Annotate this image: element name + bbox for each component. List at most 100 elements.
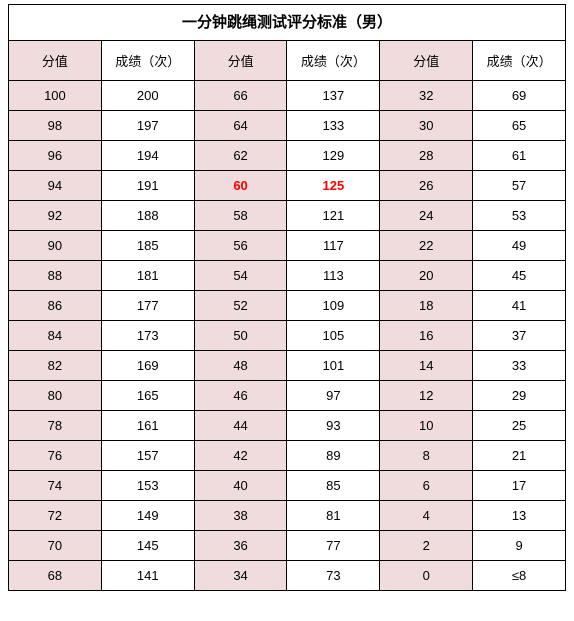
table-row: 8016546971229 (9, 381, 566, 411)
result-cell: 77 (287, 531, 380, 561)
score-cell: 88 (9, 261, 102, 291)
score-cell: 76 (9, 441, 102, 471)
result-cell: 61 (473, 141, 566, 171)
score-cell: 60 (194, 171, 287, 201)
score-cell: 68 (9, 561, 102, 591)
score-cell: 86 (9, 291, 102, 321)
score-cell: 98 (9, 111, 102, 141)
table-row: 96194621292861 (9, 141, 566, 171)
table-row: 90185561172249 (9, 231, 566, 261)
result-cell: 173 (101, 321, 194, 351)
result-cell: 89 (287, 441, 380, 471)
table-row: 84173501051637 (9, 321, 566, 351)
result-cell: 101 (287, 351, 380, 381)
result-cell: 149 (101, 501, 194, 531)
result-cell: 133 (287, 111, 380, 141)
col-header-score: 分值 (9, 41, 102, 81)
result-cell: 129 (287, 141, 380, 171)
result-cell: 37 (473, 321, 566, 351)
col-header-result: 成绩（次） (101, 41, 194, 81)
result-cell: 57 (473, 171, 566, 201)
result-cell: 181 (101, 261, 194, 291)
result-cell: 137 (287, 81, 380, 111)
result-cell: 125 (287, 171, 380, 201)
result-cell: 49 (473, 231, 566, 261)
result-cell: 185 (101, 231, 194, 261)
table-row: 92188581212453 (9, 201, 566, 231)
score-cell: 92 (9, 201, 102, 231)
score-cell: 72 (9, 501, 102, 531)
table-row: 6814134730≤8 (9, 561, 566, 591)
result-cell: 21 (473, 441, 566, 471)
result-cell: 25 (473, 411, 566, 441)
result-cell: 9 (473, 531, 566, 561)
score-cell: 50 (194, 321, 287, 351)
score-cell: 26 (380, 171, 473, 201)
col-header-result: 成绩（次） (287, 41, 380, 81)
score-cell: 64 (194, 111, 287, 141)
result-cell: 153 (101, 471, 194, 501)
table-container: 一分钟跳绳测试评分标准（男） 分值成绩（次）分值成绩（次）分值成绩（次） 100… (0, 0, 574, 599)
scoring-table: 一分钟跳绳测试评分标准（男） 分值成绩（次）分值成绩（次）分值成绩（次） 100… (8, 4, 566, 591)
score-cell: 80 (9, 381, 102, 411)
score-cell: 8 (380, 441, 473, 471)
score-cell: 56 (194, 231, 287, 261)
result-cell: 93 (287, 411, 380, 441)
score-cell: 28 (380, 141, 473, 171)
score-cell: 10 (380, 411, 473, 441)
score-cell: 62 (194, 141, 287, 171)
score-cell: 46 (194, 381, 287, 411)
table-row: 721493881413 (9, 501, 566, 531)
table-row: 7816144931025 (9, 411, 566, 441)
table-row: 70145367729 (9, 531, 566, 561)
result-cell: 29 (473, 381, 566, 411)
score-cell: 100 (9, 81, 102, 111)
score-cell: 48 (194, 351, 287, 381)
result-cell: 33 (473, 351, 566, 381)
result-cell: 45 (473, 261, 566, 291)
result-cell: 161 (101, 411, 194, 441)
result-cell: 188 (101, 201, 194, 231)
table-row: 88181541132045 (9, 261, 566, 291)
result-cell: 105 (287, 321, 380, 351)
col-header-result: 成绩（次） (473, 41, 566, 81)
result-cell: 17 (473, 471, 566, 501)
table-row: 100200661373269 (9, 81, 566, 111)
result-cell: 41 (473, 291, 566, 321)
table-row: 761574289821 (9, 441, 566, 471)
score-cell: 94 (9, 171, 102, 201)
score-cell: 32 (380, 81, 473, 111)
result-cell: 109 (287, 291, 380, 321)
score-cell: 14 (380, 351, 473, 381)
result-cell: 157 (101, 441, 194, 471)
result-cell: 177 (101, 291, 194, 321)
result-cell: 194 (101, 141, 194, 171)
result-cell: 97 (287, 381, 380, 411)
score-cell: 0 (380, 561, 473, 591)
score-cell: 96 (9, 141, 102, 171)
score-cell: 82 (9, 351, 102, 381)
result-cell: 13 (473, 501, 566, 531)
result-cell: 145 (101, 531, 194, 561)
table-row: 98197641333065 (9, 111, 566, 141)
score-cell: 24 (380, 201, 473, 231)
score-cell: 20 (380, 261, 473, 291)
score-cell: 16 (380, 321, 473, 351)
score-cell: 66 (194, 81, 287, 111)
result-cell: 73 (287, 561, 380, 591)
result-cell: 121 (287, 201, 380, 231)
score-cell: 78 (9, 411, 102, 441)
table-body: 1002006613732699819764133306596194621292… (9, 81, 566, 591)
score-cell: 38 (194, 501, 287, 531)
result-cell: 117 (287, 231, 380, 261)
result-cell: 69 (473, 81, 566, 111)
table-row: 741534085617 (9, 471, 566, 501)
result-cell: 53 (473, 201, 566, 231)
result-cell: 165 (101, 381, 194, 411)
result-cell: ≤8 (473, 561, 566, 591)
score-cell: 30 (380, 111, 473, 141)
result-cell: 169 (101, 351, 194, 381)
score-cell: 36 (194, 531, 287, 561)
score-cell: 84 (9, 321, 102, 351)
score-cell: 70 (9, 531, 102, 561)
